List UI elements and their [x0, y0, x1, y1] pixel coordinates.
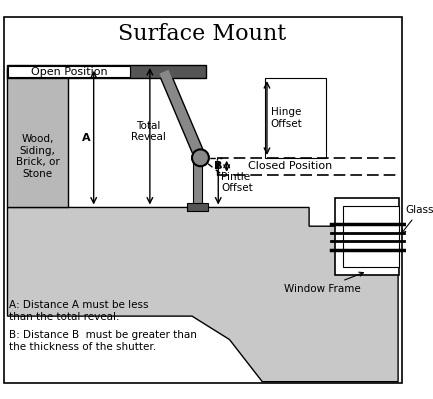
Text: Glass: Glass	[401, 205, 433, 233]
Text: Pintle
Offset: Pintle Offset	[221, 172, 253, 194]
Bar	[7, 68, 68, 207]
Text: A: A	[82, 133, 90, 143]
Text: B: Distance B  must be greater than
the thickness of the shutter.: B: Distance B must be greater than the t…	[10, 330, 197, 352]
Bar	[7, 65, 206, 78]
Text: A: Distance A must be less
than the total reveal.: A: Distance A must be less than the tota…	[10, 300, 149, 322]
Bar	[8, 66, 130, 77]
Text: Closed Position: Closed Position	[248, 161, 333, 171]
Bar	[187, 203, 208, 211]
Bar	[343, 205, 399, 267]
Bar	[265, 78, 326, 158]
Text: Surface Mount: Surface Mount	[118, 23, 287, 45]
Text: Wood,
Siding,
Brick, or
Stone: Wood, Siding, Brick, or Stone	[16, 134, 59, 179]
Text: Window Frame: Window Frame	[284, 272, 363, 294]
Text: Hinge
Offset: Hinge Offset	[271, 107, 303, 129]
Text: B: B	[213, 161, 222, 171]
Bar	[193, 158, 202, 207]
Polygon shape	[7, 207, 398, 382]
Text: Open Position: Open Position	[31, 67, 108, 77]
Bar	[335, 198, 399, 275]
Text: Total
Reveal: Total Reveal	[131, 121, 165, 142]
Circle shape	[192, 149, 209, 166]
